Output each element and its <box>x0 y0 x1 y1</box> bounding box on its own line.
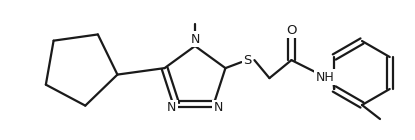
Text: N: N <box>166 101 176 114</box>
Text: NH: NH <box>316 71 335 84</box>
Text: O: O <box>286 24 297 37</box>
Text: N: N <box>190 32 200 46</box>
Text: S: S <box>243 54 251 67</box>
Text: N: N <box>214 101 224 114</box>
